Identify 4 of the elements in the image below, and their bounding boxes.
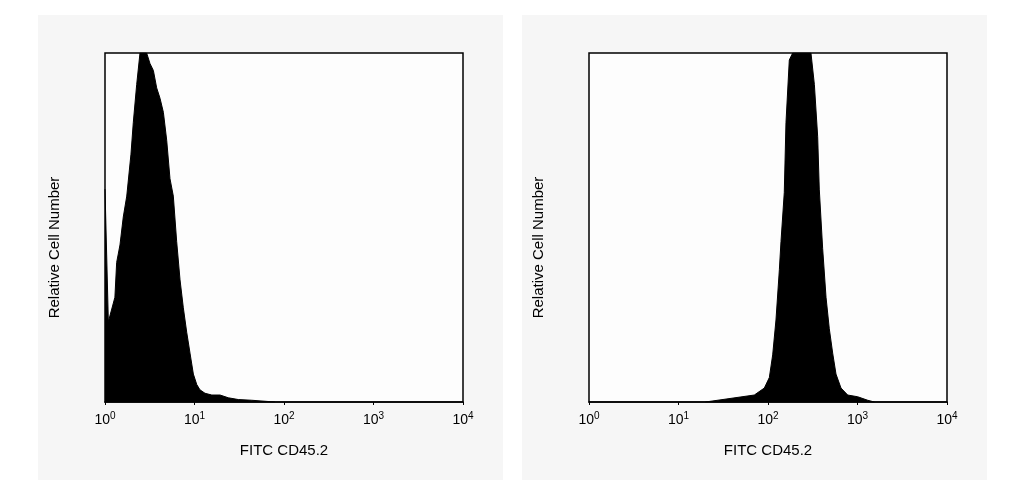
y-axis-title: Relative Cell Number xyxy=(45,176,62,319)
x-axis-title: FITC CD45.2 xyxy=(723,441,813,458)
x-axis-title: FITC CD45.2 xyxy=(239,441,329,458)
y-axis-title: Relative Cell Number xyxy=(529,176,546,319)
